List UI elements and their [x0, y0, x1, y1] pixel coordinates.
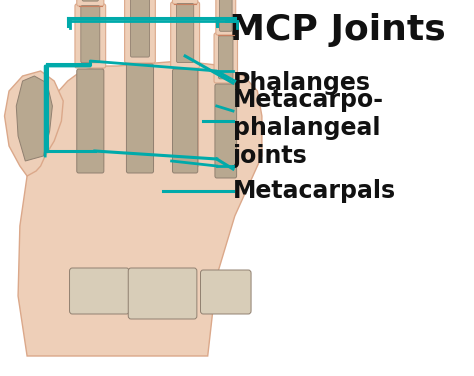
FancyBboxPatch shape: [125, 0, 155, 63]
FancyBboxPatch shape: [70, 268, 129, 314]
FancyBboxPatch shape: [127, 64, 154, 173]
FancyBboxPatch shape: [219, 0, 232, 31]
FancyBboxPatch shape: [201, 270, 251, 314]
FancyBboxPatch shape: [173, 69, 198, 173]
FancyBboxPatch shape: [81, 6, 100, 63]
Polygon shape: [18, 61, 262, 356]
FancyBboxPatch shape: [82, 0, 99, 1]
FancyBboxPatch shape: [77, 69, 104, 173]
FancyBboxPatch shape: [171, 2, 200, 68]
FancyBboxPatch shape: [219, 36, 233, 79]
FancyBboxPatch shape: [176, 3, 194, 62]
FancyBboxPatch shape: [215, 84, 237, 178]
Polygon shape: [5, 71, 63, 176]
Polygon shape: [16, 76, 53, 161]
Text: Metacarpals: Metacarpals: [233, 179, 396, 203]
FancyBboxPatch shape: [75, 4, 106, 68]
Text: Phalanges: Phalanges: [233, 71, 371, 95]
FancyBboxPatch shape: [130, 0, 149, 57]
FancyBboxPatch shape: [216, 0, 236, 35]
FancyBboxPatch shape: [214, 33, 237, 83]
FancyBboxPatch shape: [77, 0, 104, 6]
Text: MCP Joints: MCP Joints: [229, 13, 446, 47]
FancyBboxPatch shape: [128, 268, 197, 319]
Text: Metacarpo-
phalangeal
joints: Metacarpo- phalangeal joints: [233, 88, 384, 168]
FancyBboxPatch shape: [173, 0, 198, 4]
